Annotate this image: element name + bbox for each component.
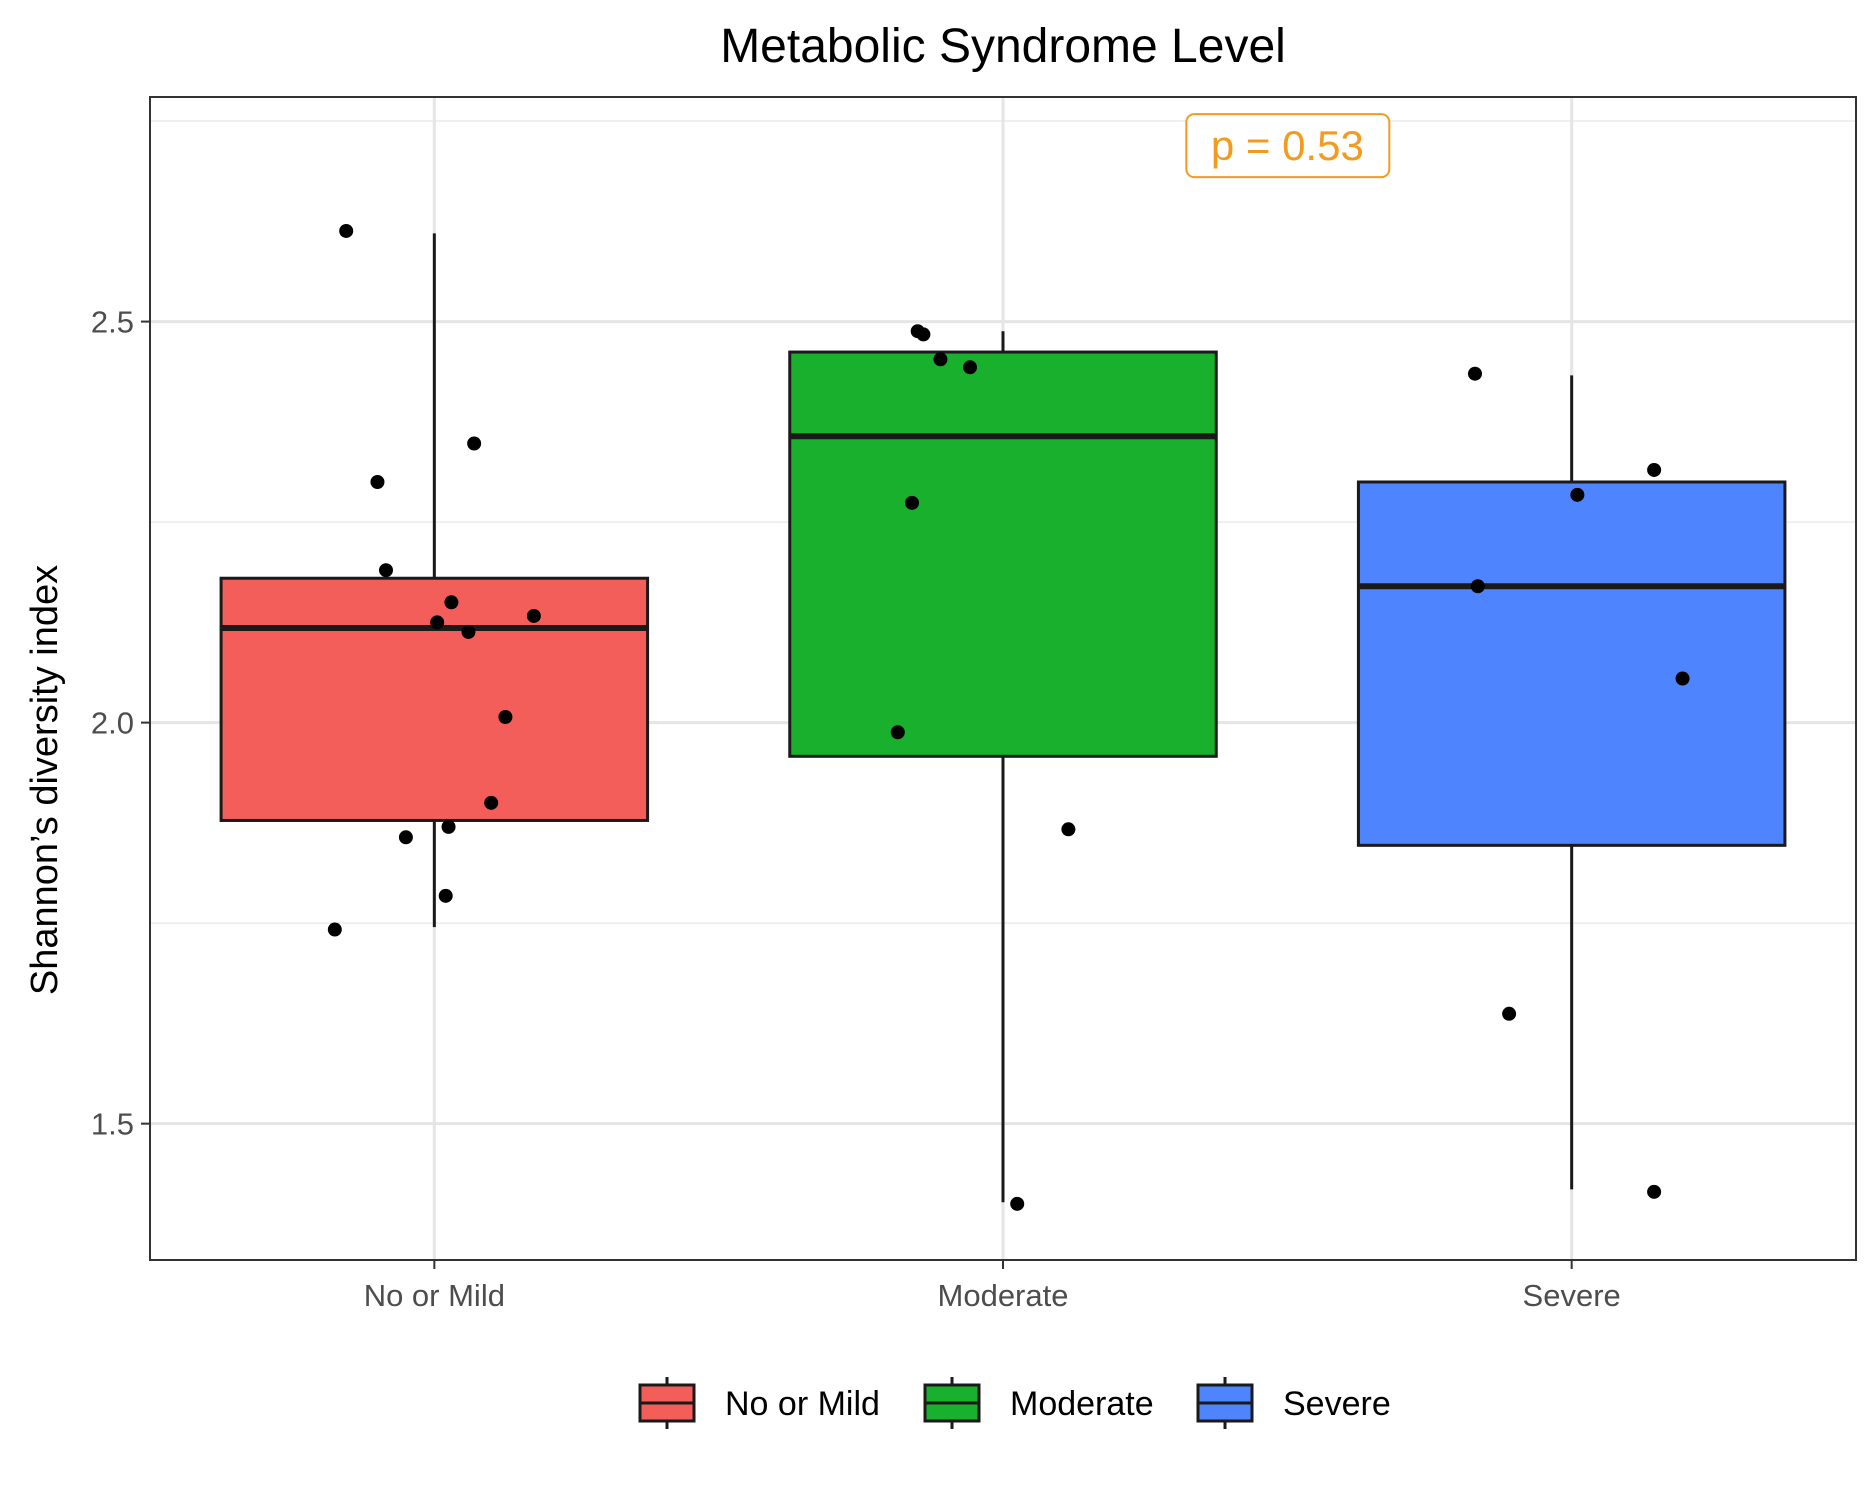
box-moderate (788, 331, 1218, 1203)
legend-item-moderate: Moderate (923, 1377, 1154, 1429)
legend-label: Severe (1283, 1385, 1391, 1423)
y-tick-label: 2.5 (91, 305, 134, 340)
p-value-annotation: p = 0.53 (1185, 113, 1391, 179)
x-tick-label: No or Mild (364, 1278, 505, 1313)
data-point (890, 725, 905, 740)
boxplots (219, 233, 1787, 1203)
p-value-box (1185, 113, 1391, 179)
iqr-box (219, 576, 650, 822)
legend-item-no-or-mild: No or Mild (638, 1377, 880, 1429)
y-axis-label: Shannon’s diversity index (24, 565, 66, 995)
data-point (1675, 671, 1690, 686)
iqr-box (788, 350, 1218, 758)
data-point (1061, 822, 1076, 837)
data-point (526, 608, 541, 623)
data-point (327, 922, 342, 937)
data-point (430, 615, 445, 630)
legend-item-severe: Severe (1196, 1377, 1391, 1429)
data-point (467, 436, 482, 451)
data-point (444, 595, 459, 610)
p-value-label: p = 0.53 (1211, 122, 1364, 169)
data-point (1647, 462, 1662, 477)
iqr-box (1356, 480, 1787, 847)
data-point (963, 360, 978, 375)
data-point (916, 327, 931, 342)
data-point (1647, 1184, 1662, 1199)
axes: 1.5 2.0 2.5 No or Mild Moderate Severe (91, 305, 1621, 1313)
data-point (1502, 1006, 1517, 1021)
data-point (370, 474, 385, 489)
data-point (1467, 366, 1482, 381)
legend-label: Moderate (1010, 1385, 1154, 1423)
data-point (461, 624, 476, 639)
x-tick-label: Moderate (938, 1278, 1069, 1313)
data-point (1470, 579, 1485, 594)
data-points (327, 223, 1690, 1211)
data-point (441, 819, 456, 834)
data-point (933, 352, 948, 367)
data-point (484, 795, 499, 810)
data-point (1570, 487, 1585, 502)
chart-title: Metabolic Syndrome Level (720, 20, 1286, 73)
data-point (438, 888, 453, 903)
data-point (339, 223, 354, 238)
data-point (398, 830, 413, 845)
legend-label: No or Mild (725, 1385, 880, 1423)
data-point (1010, 1196, 1025, 1211)
data-point (905, 495, 920, 510)
y-tick-label: 2.0 (91, 706, 134, 741)
box-no-or-mild (219, 233, 650, 928)
legend: No or Mild Moderate Severe (638, 1377, 1391, 1429)
box-severe (1356, 375, 1787, 1190)
x-tick-label: Severe (1523, 1278, 1621, 1313)
y-tick-label: 1.5 (91, 1107, 134, 1142)
data-point (378, 563, 393, 578)
data-point (498, 709, 513, 724)
